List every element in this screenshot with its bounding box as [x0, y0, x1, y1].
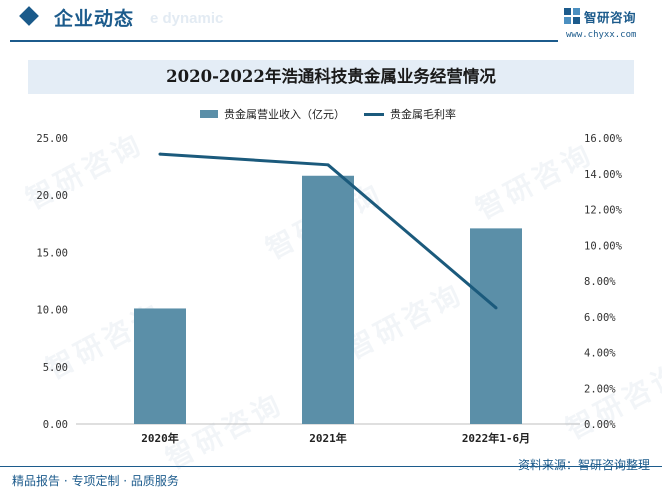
y-right-tick-label: 10.00%: [584, 240, 623, 252]
y-left-tick-label: 25.00: [36, 133, 68, 145]
legend-item-margin: 贵金属毛利率: [364, 106, 456, 122]
x-tick-label: 2020年: [141, 431, 179, 445]
legend-label-revenue: 贵金属营业收入（亿元）: [224, 108, 345, 121]
section-subtitle: e dynamic: [150, 10, 224, 27]
point-margin: [494, 306, 498, 310]
legend-swatch-line: [364, 112, 384, 116]
y-right-tick-label: 12.00%: [584, 205, 623, 217]
brand-url: www.chyxx.com: [566, 30, 637, 40]
brand-name: 智研咨询: [584, 10, 637, 25]
y-right-tick-label: 4.00%: [584, 348, 616, 360]
bar-revenue: [134, 308, 186, 424]
legend-swatch-bar: [200, 110, 218, 118]
y-right-tick-label: 8.00%: [584, 276, 616, 288]
brand-logo: 智研咨询 www.chyxx.com: [564, 6, 660, 42]
footer-slogan: 精品报告 · 专项定制 · 品质服务: [12, 474, 179, 488]
section-title: 企业动态: [54, 8, 135, 30]
source-note: 资料来源：智研咨询整理: [517, 458, 650, 472]
y-right-tick-label: 14.00%: [584, 169, 623, 181]
brand-logo-icon: [564, 8, 580, 24]
legend-label-margin: 贵金属毛利率: [390, 108, 456, 121]
y-left-tick-label: 10.00: [36, 305, 68, 317]
section-header: 企业动态 e dynamic: [0, 0, 662, 44]
y-left-tick-label: 20.00: [36, 190, 68, 202]
chart-legend: 贵金属营业收入（亿元） 贵金属毛利率: [0, 106, 662, 122]
chart-title: 2020-2022年浩通科技贵金属业务经营情况: [166, 67, 496, 86]
bar-revenue: [470, 228, 522, 424]
legend-item-revenue: 贵金属营业收入（亿元）: [200, 106, 345, 122]
x-tick-label: 2021年: [309, 431, 347, 445]
y-left-tick-label: 5.00: [43, 362, 68, 374]
page-footer: 精品报告 · 专项定制 · 品质服务: [0, 466, 662, 493]
point-margin: [326, 163, 330, 167]
y-right-tick-label: 16.00%: [584, 133, 623, 145]
y-right-tick-label: 6.00%: [584, 312, 616, 324]
x-tick-label: 2022年1-6月: [462, 431, 530, 445]
chart-title-band: 2020-2022年浩通科技贵金属业务经营情况: [28, 60, 634, 94]
bar-revenue: [302, 175, 354, 424]
header-rule: [10, 40, 558, 42]
y-left-tick-label: 15.00: [36, 247, 68, 259]
point-margin: [158, 152, 162, 156]
y-right-tick-label: 0.00%: [584, 419, 616, 431]
y-left-tick-label: 0.00: [43, 419, 68, 431]
y-right-tick-label: 2.00%: [584, 383, 616, 395]
